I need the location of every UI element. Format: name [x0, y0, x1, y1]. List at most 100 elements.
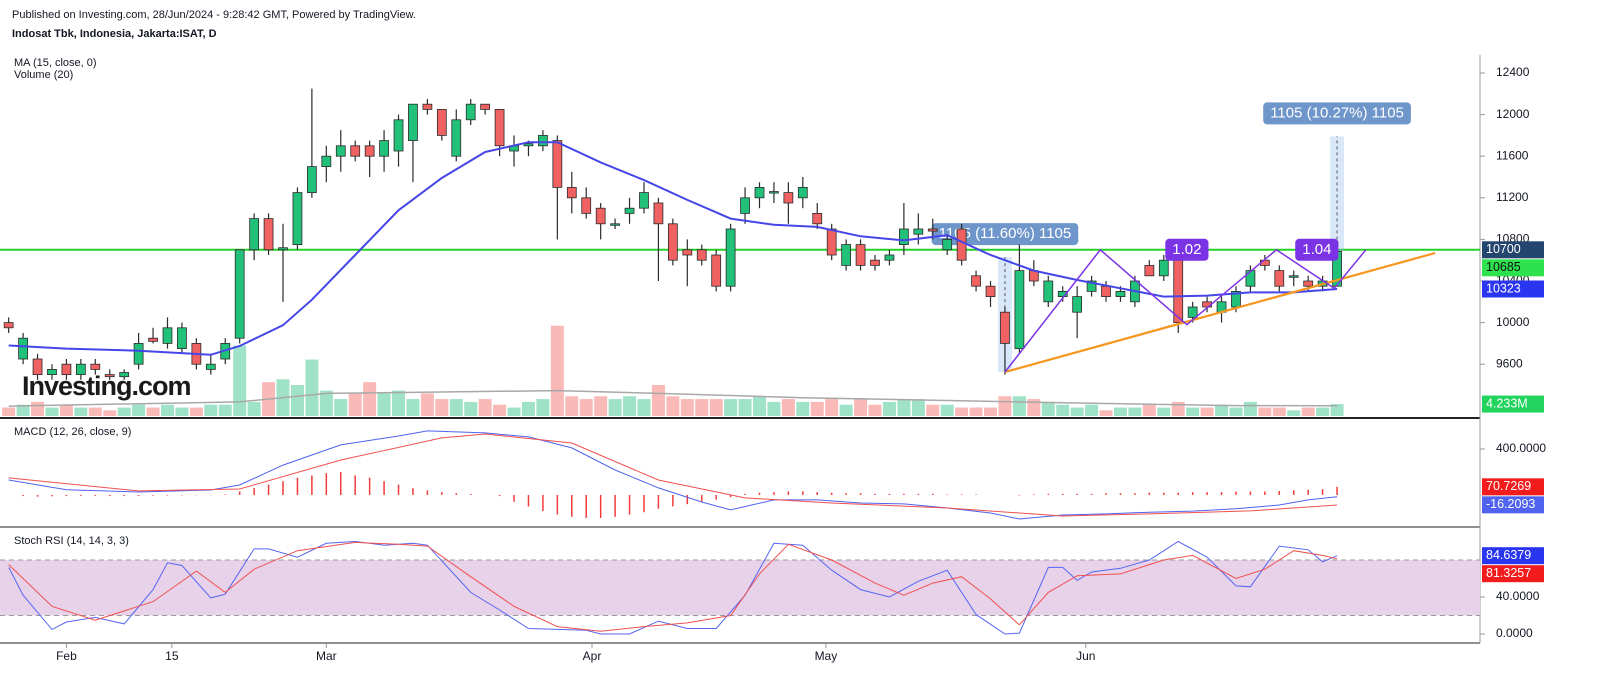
volume-bar [449, 399, 463, 416]
volume-bar [160, 404, 174, 416]
ma-legend: MA (15, close, 0) [14, 57, 97, 69]
volume-bar [363, 382, 377, 416]
volume-bar [319, 390, 333, 416]
y-tick-label: 9600 [1496, 356, 1523, 370]
volume-bar [940, 404, 954, 416]
candle-body [1115, 291, 1126, 298]
candle-body [740, 197, 750, 214]
volume-bar [406, 399, 420, 416]
volume-bar [1099, 410, 1113, 416]
measure-label: 1105 (11.60%) 1105 [939, 225, 1072, 242]
volume-bar [1200, 407, 1214, 416]
volume-bar [507, 407, 521, 416]
candle-body [307, 166, 317, 193]
candle-body [653, 202, 664, 225]
candle-body [610, 223, 620, 226]
volume-bar [493, 404, 507, 416]
candle-body [364, 145, 375, 157]
x-tick-label: 15 [165, 649, 179, 663]
y-tick-label: 40.0000 [1496, 589, 1540, 603]
x-tick-label: May [815, 649, 838, 663]
candle-body [985, 285, 996, 298]
volume-bar [651, 384, 665, 416]
price-badge-label: 10323 [1486, 281, 1521, 295]
volume-bar [1186, 407, 1200, 416]
volume-bar [579, 399, 593, 416]
volume-bar [1330, 404, 1344, 416]
candle-body [624, 207, 635, 214]
volume-bar [868, 404, 882, 416]
candle-body [1086, 280, 1097, 292]
volume-bar [1056, 404, 1070, 416]
volume-bar [88, 407, 102, 416]
candle-body [1043, 280, 1054, 303]
candle-body [667, 223, 678, 261]
volume-bar [45, 407, 59, 416]
candle-body [870, 259, 880, 266]
volume-bar [1041, 401, 1055, 416]
candle-body [1000, 311, 1010, 344]
candle-body [884, 254, 895, 261]
volume-bar [781, 399, 795, 416]
trendline [1004, 251, 1436, 374]
candle-body [379, 140, 389, 157]
candle-body [75, 363, 86, 376]
volume-bar [132, 404, 146, 416]
indicator-line [8, 430, 1338, 520]
volume-bar [146, 407, 160, 416]
volume-bar [1316, 407, 1330, 416]
ma-line [8, 141, 1338, 356]
y-tick-label: 12400 [1496, 65, 1530, 79]
candle-body [133, 343, 144, 365]
candle-body [162, 327, 173, 344]
candle-body [1288, 275, 1299, 278]
pattern-label-box [1295, 238, 1339, 261]
volume-ma-line [8, 389, 1338, 407]
price-badge-label: -16.2093 [1486, 497, 1535, 511]
x-tick-label: Mar [316, 649, 337, 663]
volume-bar [1027, 399, 1041, 416]
candle-body [263, 218, 274, 251]
candle-body [119, 372, 130, 378]
price-badge-label: 4.233M [1486, 396, 1528, 410]
candle-body [1144, 265, 1155, 277]
volume-bar [680, 399, 694, 416]
y-tick-label: 11600 [1496, 148, 1529, 162]
candle-body [711, 254, 722, 287]
candle-body [696, 249, 707, 261]
volume-bar [984, 407, 998, 416]
volume-bar [392, 390, 406, 416]
volume-bar [103, 410, 117, 416]
volume-bar [998, 396, 1012, 416]
x-tick-label: Feb [56, 649, 77, 663]
x-tick-label: Jun [1076, 649, 1095, 663]
volume-bar [897, 399, 911, 416]
candle-body [841, 244, 852, 266]
volume-bar [796, 401, 810, 416]
measure-label-box [931, 223, 1079, 246]
volume-bar [305, 359, 319, 416]
stoch-title: Stoch RSI (14, 14, 3, 3) [14, 535, 129, 547]
candle-body [205, 363, 216, 370]
indicator-line [8, 541, 1338, 632]
y-tick-label: 12000 [1496, 107, 1530, 121]
candle-body [1014, 270, 1025, 350]
candle-body [899, 228, 909, 246]
y-tick-label: 10000 [1496, 315, 1530, 329]
x-tick-label: Apr [583, 649, 602, 663]
volume-bar [1157, 407, 1171, 416]
volume-bar [1012, 396, 1026, 416]
volume-bar [854, 399, 868, 416]
candle-body [725, 228, 736, 287]
volume-bar [637, 399, 651, 416]
candle-body [826, 228, 837, 256]
candle-body [1101, 285, 1111, 298]
volume-bar [695, 399, 709, 416]
candle-body [1158, 259, 1169, 277]
candle-body [523, 143, 534, 147]
candle-body [566, 186, 577, 199]
price-badge-label: 84.6379 [1486, 548, 1531, 562]
candle-body [32, 358, 43, 376]
volume-bar [810, 401, 824, 416]
